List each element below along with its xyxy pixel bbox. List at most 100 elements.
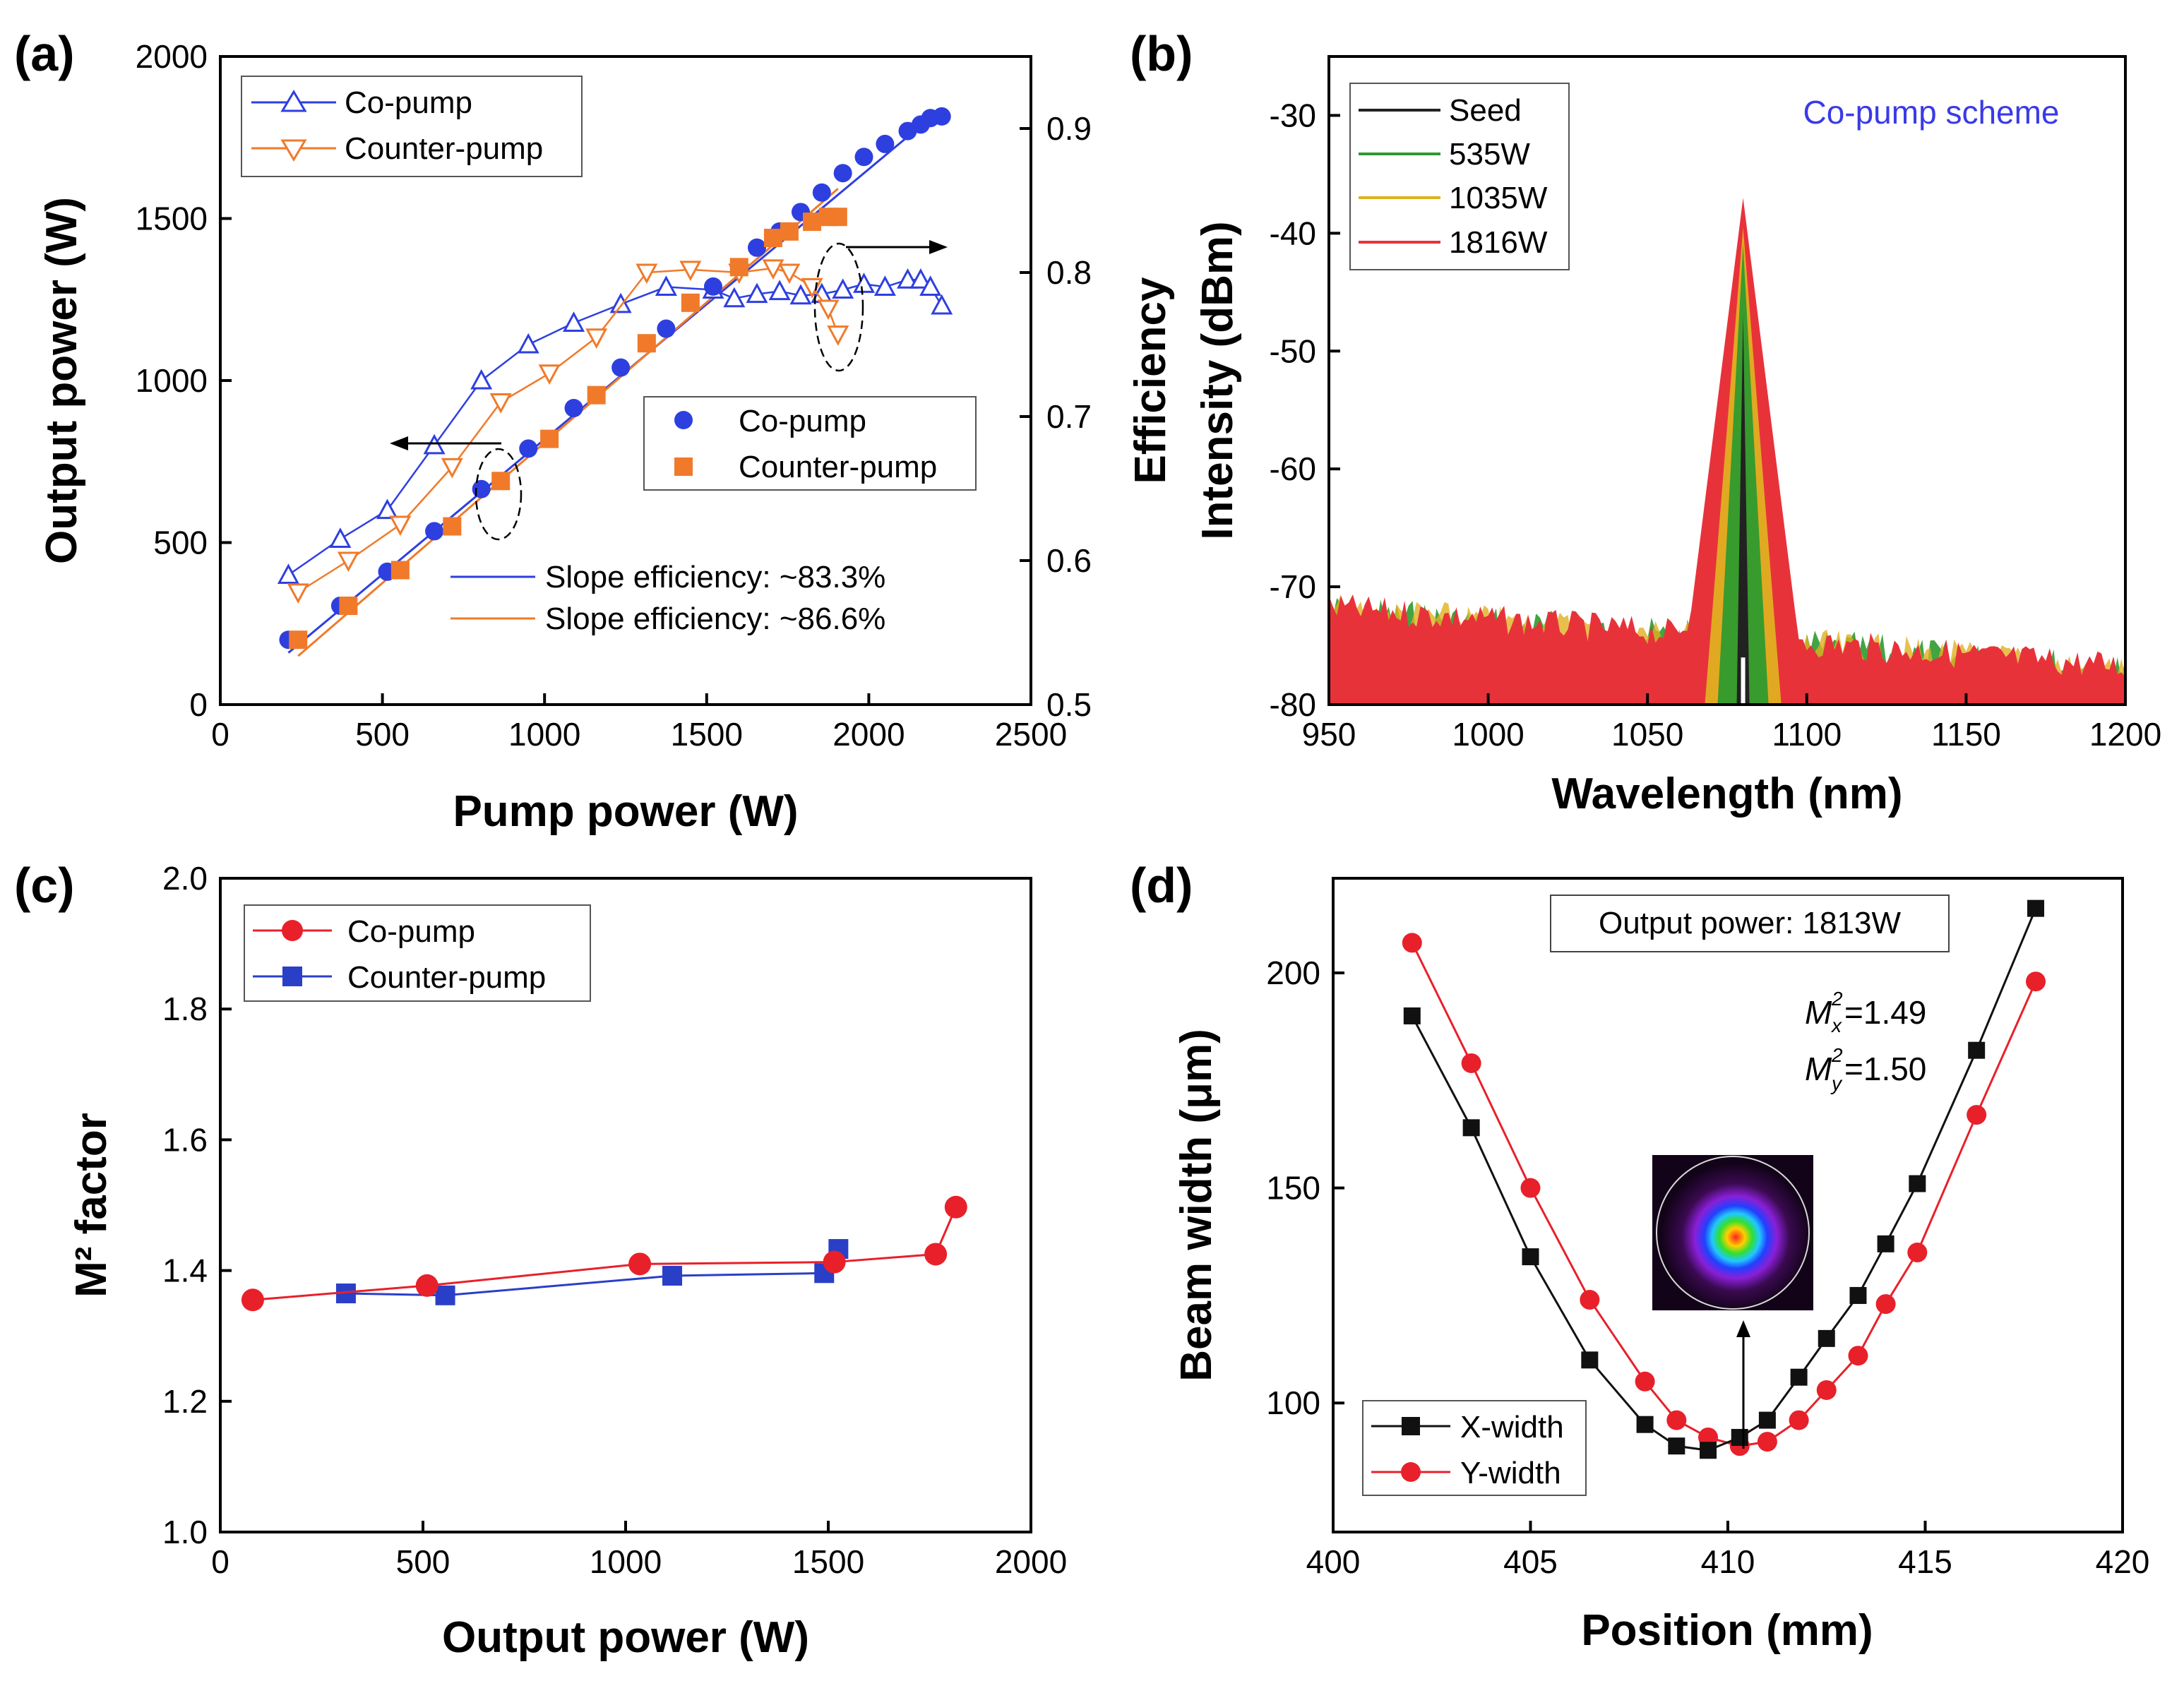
legend-marker-triangle-down [280, 139, 307, 162]
a-y-tick-label-0: 0 [189, 686, 208, 723]
legend-marker-circle [674, 411, 693, 429]
d-x-width-point-5 [1668, 1437, 1685, 1455]
a-eff-0-point-6 [563, 311, 585, 332]
a-out-1-point-11 [780, 222, 799, 241]
legend-box-b [1349, 83, 1570, 270]
series-d [1402, 899, 2046, 1459]
c-y-tick-label-5: 2.0 [162, 860, 208, 897]
a-eff-0-point-11 [746, 282, 768, 304]
m2y-superscript: 2 [1831, 1044, 1843, 1066]
d-x-width-point-14 [1968, 1041, 1986, 1059]
x-ticks-b: 950 1000 1050 1100 1150 1200 [1302, 693, 2161, 753]
a-out-1-point-3 [443, 517, 462, 536]
a-x-tick-label-4: 2000 [833, 716, 905, 753]
c-y-tick-label-4: 1.8 [162, 991, 208, 1027]
a-eff-1-point-7 [635, 263, 658, 285]
c-co-point-4 [924, 1243, 948, 1266]
series-a [277, 107, 953, 650]
a-eff-1-point-2 [389, 515, 412, 537]
legend-b: Seed 535W 1035W 1816W [1349, 83, 1570, 270]
b-y-tick-label-2: -60 [1270, 450, 1316, 487]
y-ticks-c: 1.0 1.2 1.4 1.6 1.8 2.0 [162, 860, 232, 1550]
d-x-tick-label-4: 420 [2096, 1543, 2150, 1580]
inset-arrow-head [1736, 1320, 1750, 1337]
x-axis-title-d: Position (mm) [1581, 1606, 1873, 1655]
d-x-width-point-4 [1636, 1416, 1654, 1433]
legend-label-535w: 535W [1449, 137, 1530, 172]
a-out-1-point-4 [491, 472, 511, 491]
arrow-right-head [929, 240, 948, 254]
b-y-tick-label-0: -80 [1270, 686, 1316, 723]
d-y-width-point-12 [1875, 1294, 1896, 1315]
legend-label-co-pump-c: Co-pump [347, 914, 475, 949]
x-axis-title-a: Pump power (W) [453, 787, 798, 836]
a-eff-0-point-2 [376, 498, 399, 520]
d-x-width-point-7 [1731, 1428, 1748, 1446]
a-out-1-point-6 [587, 385, 606, 405]
panel-b: (b) 950 1000 1050 1100 1150 1200 -80 -70 -60 -50… [1130, 26, 2161, 818]
y2-ticks-a: 0.5 0.6 0.7 0.8 0.9 [1020, 110, 1092, 723]
d-y-width-point-8 [1757, 1432, 1777, 1452]
a-y-tick-label-1: 500 [153, 525, 208, 561]
a-eff-0-point-3 [423, 433, 446, 455]
d-y-width-point-9 [1789, 1410, 1809, 1430]
d-y-width-point-15 [2026, 971, 2046, 992]
a-eff-0-point-5 [517, 333, 539, 354]
b-y-tick-label-5: -30 [1270, 97, 1316, 133]
a-eff-0-point-16 [852, 273, 876, 293]
d-y-width-point-5 [1666, 1410, 1687, 1430]
y-axis-title-d: Beam width (μm) [1172, 1029, 1221, 1382]
y-axis-title-a: Output power (W) [37, 197, 86, 564]
d-y-width-point-13 [1907, 1243, 1928, 1263]
c-x-tick-label-0: 0 [211, 1543, 229, 1580]
a-x-tick-label-1: 500 [355, 716, 410, 753]
a-out-1-point-14 [828, 208, 847, 227]
c-y-tick-label-0: 1.0 [162, 1514, 208, 1550]
c-counter-point-1 [435, 1285, 455, 1305]
b-x-tick-label-4: 1150 [1931, 716, 2001, 753]
a-out-1-point-7 [637, 334, 656, 353]
b-x-tick-label-5: 1200 [2089, 716, 2161, 753]
arrow-left-head [390, 436, 408, 450]
a-x-tick-label-5: 2500 [995, 716, 1067, 753]
a-eff-0-point-13 [789, 284, 812, 305]
d-x-width-point-1 [1462, 1119, 1480, 1137]
c-y-tick-label-1: 1.2 [162, 1383, 208, 1420]
legend-label-counter-pump-c: Counter-pump [347, 960, 546, 995]
slope-label-counter: Slope efficiency: ~86.6% [545, 602, 885, 636]
y-axis-title-c: M² factor [67, 1113, 116, 1298]
a-y-tick-label-4: 2000 [136, 38, 208, 75]
a-eff-0-point-17 [873, 275, 896, 296]
c-y-tick-label-2: 1.4 [162, 1252, 208, 1289]
spectra-b [1329, 198, 2125, 705]
panel-label-b: (b) [1130, 26, 1193, 81]
panel-label-d: (d) [1130, 858, 1193, 913]
a-eff-1-point-3 [441, 457, 463, 479]
y-ticks-d: 100 150 200 [1266, 955, 1344, 1421]
c-co-point-2 [628, 1252, 652, 1276]
a-out-1-point-1 [339, 597, 358, 616]
b-spectrum-seed [1736, 316, 1750, 705]
x-ticks-a: 0 500 1000 1500 2000 2500 [211, 693, 1067, 753]
d-x-width-point-9 [1790, 1368, 1808, 1386]
a-eff-1-point-5 [538, 364, 561, 385]
a-eff-0-point-18 [896, 268, 919, 289]
b-x-tick-label-1: 1000 [1452, 716, 1524, 753]
legend-upper-box [241, 76, 583, 177]
a-eff-1-point-10 [762, 259, 784, 280]
d-y-width-point-14 [1967, 1105, 1987, 1125]
a-eff-0-point-21 [931, 294, 953, 315]
legend-label-counter-pump-eff: Counter-pump [345, 131, 543, 166]
d-y-tick-label-2: 200 [1266, 955, 1320, 991]
a-y-tick-label-2: 1000 [136, 362, 208, 399]
a-out-0-point-7 [611, 358, 631, 377]
d-y-width-point-1 [1461, 1053, 1481, 1073]
annotation-co-pump-scheme: Co-pump scheme [1803, 94, 2059, 131]
panel-label-c: (c) [14, 858, 75, 913]
d-x-width-point-2 [1522, 1248, 1539, 1266]
c-x-tick-label-4: 2000 [995, 1543, 1067, 1580]
a-eff-1-point-4 [489, 393, 512, 414]
m2x-label: M 2 x =1.49 [1805, 988, 1926, 1036]
d-y-width-point-0 [1402, 933, 1422, 953]
panel-c: (c) 0 500 1000 1500 2000 1.01.21.41.61.82.0 … [14, 858, 1067, 1662]
